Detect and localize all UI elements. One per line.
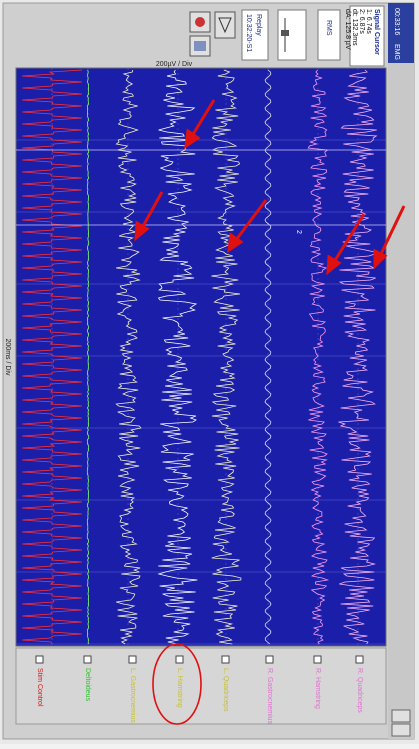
- replay-label: Replay: [255, 14, 262, 36]
- channel-label: Stim Control: [36, 668, 43, 707]
- channel-label: R. Quadriceps: [356, 668, 363, 713]
- channel-label: R. Hamstring: [314, 668, 321, 709]
- cursor-title: Signal Cursor: [373, 9, 380, 55]
- channel-label: R. Gastrocnemius: [266, 668, 273, 725]
- cursor-value: dA: 125.8 µV: [344, 9, 351, 50]
- channel-label: L. Hamstring: [176, 668, 183, 708]
- channel-label: L. Gastrocnemius: [129, 668, 136, 723]
- channel-checkbox[interactable]: [36, 656, 43, 663]
- camera-icon: [195, 17, 205, 27]
- cursor-marker: 2: [295, 230, 302, 234]
- print-icon: [194, 41, 206, 51]
- amplitude-scale: 200µV / Div: [156, 61, 193, 68]
- channel-checkbox[interactable]: [84, 656, 91, 663]
- channel-checkbox[interactable]: [266, 656, 273, 663]
- clock: 00:33:16: [393, 8, 400, 35]
- slider-thumb[interactable]: [281, 30, 289, 36]
- channel-checkbox[interactable]: [176, 656, 183, 663]
- cursor-value: 1: 6.74s: [365, 9, 372, 34]
- scroll-button[interactable]: [392, 724, 410, 736]
- channel-label: Deltoideus: [84, 668, 91, 702]
- app-window: 00:33:16 EMG Signal Cursor 1: 6.74s2: 6.…: [0, 0, 419, 744]
- cursor-value: 2: 6.87s: [358, 9, 365, 34]
- page: {"header": {"time": "00:33:16", "mode": …: [0, 0, 419, 744]
- cursor-value: dt: 132.3ms: [351, 9, 358, 46]
- title-strip: [388, 3, 414, 739]
- channel-checkbox[interactable]: [356, 656, 363, 663]
- time-scale: 200ms / Div: [4, 339, 11, 376]
- channel-label: L. Quadriceps: [222, 668, 229, 712]
- channel-checkbox[interactable]: [222, 656, 229, 663]
- scale-label: RMS: [325, 20, 332, 36]
- mode-label: EMG: [393, 44, 400, 60]
- export-button[interactable]: [215, 12, 235, 38]
- channel-checkbox[interactable]: [314, 656, 321, 663]
- channel-checkbox[interactable]: [129, 656, 136, 663]
- session-label: 10:32:20-S1: [245, 14, 252, 52]
- scroll-button[interactable]: [392, 710, 410, 722]
